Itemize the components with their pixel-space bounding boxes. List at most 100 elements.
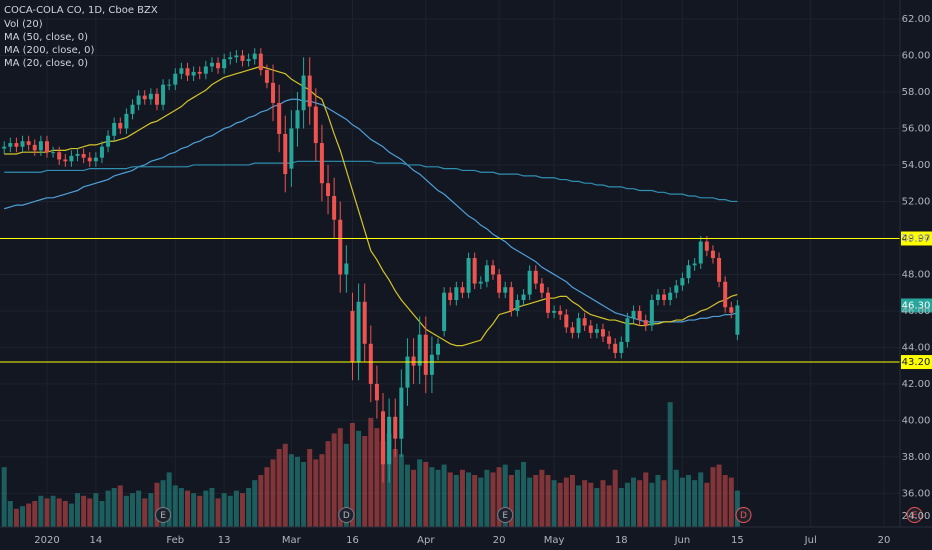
candle-body — [692, 263, 697, 266]
volume-bar — [435, 469, 441, 527]
volume-bar — [13, 508, 19, 527]
volume-bar — [258, 475, 264, 527]
candle-body — [448, 292, 453, 300]
volume-bar — [356, 430, 362, 527]
volume-bar — [319, 454, 325, 527]
volume-bar — [117, 485, 123, 527]
volume-bar — [123, 495, 129, 527]
candle-body — [81, 154, 86, 158]
volume-bar — [508, 475, 514, 527]
candle-body — [533, 270, 538, 284]
candle-body — [381, 411, 386, 465]
price-label: 43.20 — [902, 357, 931, 368]
candle-body — [173, 73, 178, 85]
volume-bar — [496, 467, 502, 527]
candle-body — [411, 356, 416, 366]
candle-body — [668, 292, 673, 300]
volume-bar — [404, 464, 410, 527]
candle-body — [26, 141, 31, 145]
volume-bar — [288, 454, 294, 527]
event-marker — [338, 507, 355, 523]
volume-bar — [459, 469, 465, 527]
x-tick-label: 20 — [493, 535, 506, 546]
candle-body — [283, 133, 288, 175]
volume-bar — [679, 477, 685, 527]
volume-bar — [563, 477, 569, 527]
y-tick-label: 38.00 — [902, 452, 931, 463]
candle-body — [655, 294, 660, 300]
candle-body — [393, 416, 398, 439]
candle-body — [20, 141, 25, 147]
candle-body — [142, 95, 147, 100]
volume-bar — [502, 464, 508, 527]
price-label-box — [901, 231, 932, 246]
price-label: 49.97 — [902, 234, 931, 245]
candle-body — [240, 55, 245, 61]
y-tick-label: 52.00 — [902, 196, 931, 207]
volume-bar — [50, 495, 56, 527]
candle-body — [209, 62, 214, 67]
y-tick-label: 62.00 — [902, 14, 931, 25]
volume-bar — [136, 490, 142, 527]
candle-body — [698, 241, 703, 264]
candle-body — [466, 258, 471, 293]
candle-body — [154, 93, 159, 105]
volume-bar — [728, 477, 734, 527]
y-tick-label: 46.00 — [902, 306, 931, 317]
candle-body — [436, 343, 441, 355]
x-tick-label: Feb — [166, 535, 184, 546]
volume-bar — [472, 475, 478, 527]
x-tick-label: Apr — [417, 535, 435, 546]
y-tick-label: 42.00 — [902, 379, 931, 390]
volume-bar — [594, 488, 600, 527]
y-axis-bottom-label: 24.00 — [902, 511, 931, 522]
candle-body — [344, 263, 349, 275]
candle-body — [417, 334, 422, 366]
candle-body — [552, 310, 557, 313]
candle-body — [118, 122, 123, 129]
y-tick-label: 44.00 — [902, 342, 931, 353]
volume-bar — [521, 462, 527, 527]
candle-body — [399, 387, 404, 439]
candle-body — [362, 301, 367, 344]
candle-body — [258, 53, 263, 71]
volume-bar — [582, 480, 588, 527]
volume-bar — [698, 472, 704, 527]
volume-bar — [649, 482, 655, 527]
candle-body — [735, 305, 740, 335]
candle-body — [228, 57, 233, 60]
candle-body — [405, 356, 410, 388]
volume-bar — [417, 459, 423, 527]
candle-body — [625, 318, 630, 342]
y-tick-label: 40.00 — [902, 415, 931, 426]
y-tick-label: 48.00 — [902, 269, 931, 280]
candle-body — [521, 294, 526, 300]
candle-body — [503, 287, 508, 293]
volume-bar — [539, 469, 545, 527]
volume-bar — [441, 464, 447, 527]
volume-bar — [148, 493, 154, 527]
candle-body — [442, 292, 447, 332]
volume-bar — [349, 423, 355, 527]
volume-bar — [600, 480, 606, 527]
candle-body — [497, 274, 502, 293]
volume-bar — [557, 482, 563, 527]
candle-body — [472, 258, 477, 284]
volume-bar — [26, 503, 32, 527]
candle-body — [539, 283, 544, 293]
candle-body — [729, 307, 734, 313]
candle-body — [87, 157, 92, 162]
candle-body — [148, 93, 153, 100]
volume-bar — [276, 449, 282, 527]
candle-body — [51, 152, 56, 154]
volume-bar — [484, 469, 490, 527]
candle-body — [307, 75, 312, 107]
volume-bar — [221, 493, 227, 527]
volume-bar — [203, 490, 209, 527]
event-label: E — [502, 511, 508, 521]
y-tick-label: 36.00 — [902, 488, 931, 499]
volume-bar — [478, 477, 484, 527]
candle-body — [332, 195, 337, 220]
